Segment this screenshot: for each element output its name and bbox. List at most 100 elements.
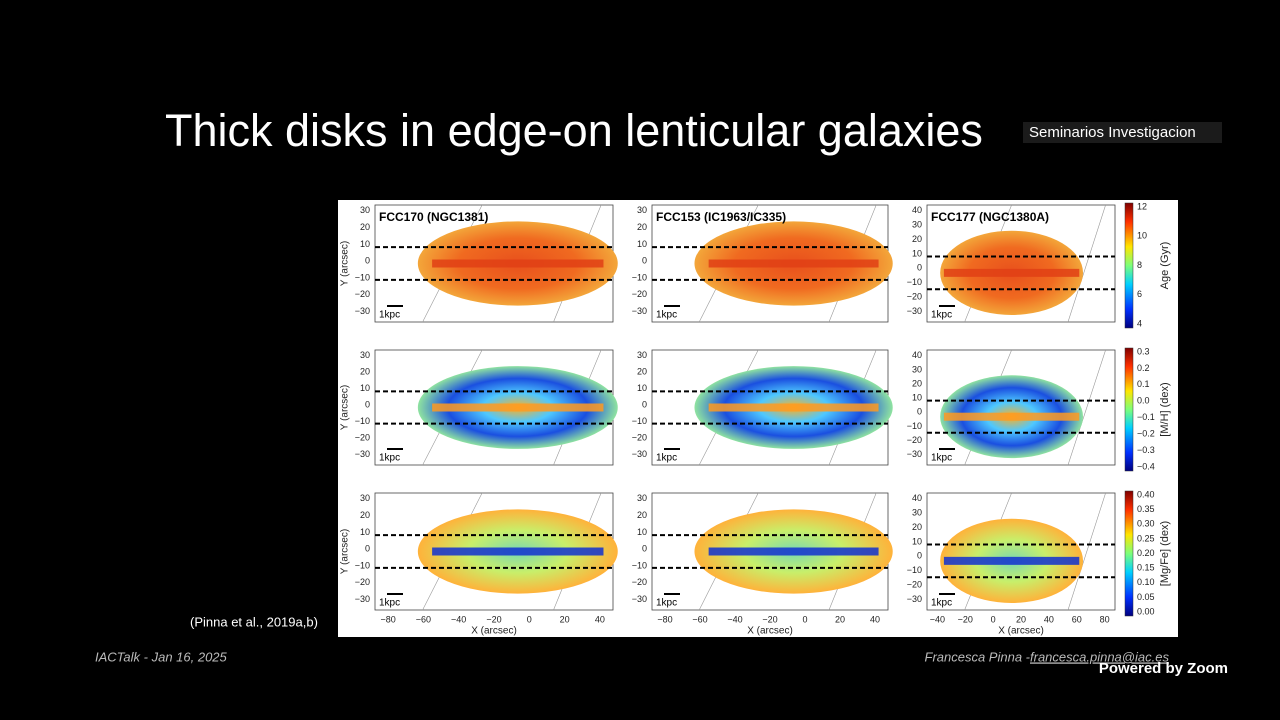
x-tick-label: −20 <box>958 614 973 624</box>
y-tick-label: 40 <box>912 350 922 360</box>
colorbar <box>1124 202 1134 329</box>
y-tick-label: 20 <box>360 367 370 377</box>
colorbar-tick-label: −0.2 <box>1137 429 1155 439</box>
y-tick-label: −10 <box>907 277 922 287</box>
scale-label: 1kpc <box>379 310 400 321</box>
x-tick-label: −60 <box>692 614 707 624</box>
diamond-edge <box>1067 492 1106 611</box>
x-tick-label: 80 <box>1100 614 1110 624</box>
x-tick-label: −20 <box>762 614 777 624</box>
colorbar-tick-label: −0.3 <box>1137 445 1155 455</box>
colorbar-tick-label: 0.2 <box>1137 363 1150 373</box>
panel-title: FCC170 (NGC1381) <box>379 210 488 224</box>
scale-label: 1kpc <box>379 453 400 464</box>
y-tick-label: −20 <box>632 433 647 443</box>
y-tick-label: −10 <box>632 560 647 570</box>
y-tick-label: 20 <box>360 510 370 520</box>
diamond-edge <box>1067 349 1106 466</box>
y-tick-label: 10 <box>360 383 370 393</box>
y-tick-label: −20 <box>355 577 370 587</box>
colorbar-tick-label: 0.40 <box>1137 489 1155 499</box>
y-tick-label: 30 <box>912 220 922 230</box>
y-tick-label: −30 <box>632 594 647 604</box>
colorbar-tick-label: 0.25 <box>1137 533 1155 543</box>
citation: (Pinna et al., 2019a,b) <box>190 614 318 629</box>
colorbar-tick-label: 0.10 <box>1137 577 1155 587</box>
y-tick-label: −30 <box>355 594 370 604</box>
colorbar-tick-label: 0.1 <box>1137 379 1150 389</box>
y-tick-label: −10 <box>632 272 647 282</box>
colorbar-tick-label: 0.3 <box>1137 346 1150 356</box>
x-tick-label: −40 <box>451 614 466 624</box>
scale-label: 1kpc <box>656 453 677 464</box>
x-tick-label: 60 <box>1072 614 1082 624</box>
x-tick-label: 0 <box>802 614 807 624</box>
y-axis-label: Y (arcsec) <box>340 385 351 430</box>
panel-frame <box>926 204 1116 323</box>
y-tick-label: 40 <box>912 493 922 503</box>
y-tick-label: 20 <box>637 510 647 520</box>
y-axis-label: Y (arcsec) <box>340 529 351 574</box>
y-tick-label: 10 <box>637 527 647 537</box>
y-tick-label: 30 <box>637 350 647 360</box>
y-tick-label: −20 <box>907 435 922 445</box>
x-tick-label: −20 <box>486 614 501 624</box>
y-tick-label: −10 <box>355 416 370 426</box>
y-tick-label: 20 <box>360 222 370 232</box>
colorbar-tick-label: 4 <box>1137 318 1142 328</box>
footer-email: francesca.pinna@iac.es <box>1030 649 1169 664</box>
room-name-box <box>1023 122 1222 143</box>
y-tick-label: 0 <box>365 400 370 410</box>
footer-left: IACTalk - Jan 16, 2025 <box>95 649 228 664</box>
y-tick-label: −20 <box>907 579 922 589</box>
y-tick-label: 40 <box>912 205 922 215</box>
colorbar-label: Age (Gyr) <box>1159 242 1171 290</box>
y-tick-label: −30 <box>907 594 922 604</box>
y-tick-label: 0 <box>917 551 922 561</box>
x-tick-label: 0 <box>991 614 996 624</box>
galaxy-midplane <box>943 556 1080 565</box>
scale-label: 1kpc <box>656 598 677 609</box>
y-tick-label: 0 <box>365 256 370 266</box>
y-tick-label: −10 <box>355 560 370 570</box>
y-tick-label: 30 <box>360 493 370 503</box>
x-tick-label: 20 <box>835 614 845 624</box>
y-tick-label: −30 <box>355 449 370 459</box>
x-tick-label: −40 <box>930 614 945 624</box>
colorbar-label: [Mg/Fe] (dex) <box>1159 521 1171 586</box>
x-tick-label: 0 <box>527 614 532 624</box>
y-tick-label: −10 <box>632 416 647 426</box>
y-tick-label: 0 <box>642 256 647 266</box>
colorbar-tick-label: 0.35 <box>1137 504 1155 514</box>
y-tick-label: 20 <box>637 222 647 232</box>
x-tick-label: −80 <box>657 614 672 624</box>
scale-label: 1kpc <box>931 598 952 609</box>
galaxy-midplane <box>708 547 879 556</box>
y-tick-label: −20 <box>355 433 370 443</box>
y-tick-label: 0 <box>917 407 922 417</box>
x-tick-label: −60 <box>416 614 431 624</box>
y-tick-label: 0 <box>642 400 647 410</box>
x-tick-label: 40 <box>595 614 605 624</box>
galaxy-midplane <box>943 412 1080 421</box>
y-tick-label: 10 <box>637 239 647 249</box>
x-tick-label: 20 <box>560 614 570 624</box>
x-axis-label: X (arcsec) <box>471 626 517 637</box>
colorbar-tick-label: 8 <box>1137 260 1142 270</box>
footer-author: Francesca Pinna - <box>925 649 1031 664</box>
y-tick-label: 10 <box>637 383 647 393</box>
panel-title: FCC153 (IC1963/IC335) <box>656 210 786 224</box>
y-tick-label: 20 <box>912 234 922 244</box>
figure-panels: 1kpc 30 20 10 0 −10 −20 −30 FCC170 (NGC1381) Y (a… <box>340 201 1171 636</box>
y-axis-label: Y (arcsec) <box>340 241 351 286</box>
y-tick-label: 10 <box>912 536 922 546</box>
x-tick-label: 20 <box>1016 614 1026 624</box>
y-tick-label: 10 <box>912 248 922 258</box>
y-tick-label: 20 <box>912 522 922 532</box>
colorbar <box>1124 490 1134 617</box>
galaxy-midplane <box>708 259 879 268</box>
powered-by: Powered by Zoom <box>1099 660 1228 677</box>
colorbar-label: [M/H] (dex) <box>1159 382 1171 436</box>
